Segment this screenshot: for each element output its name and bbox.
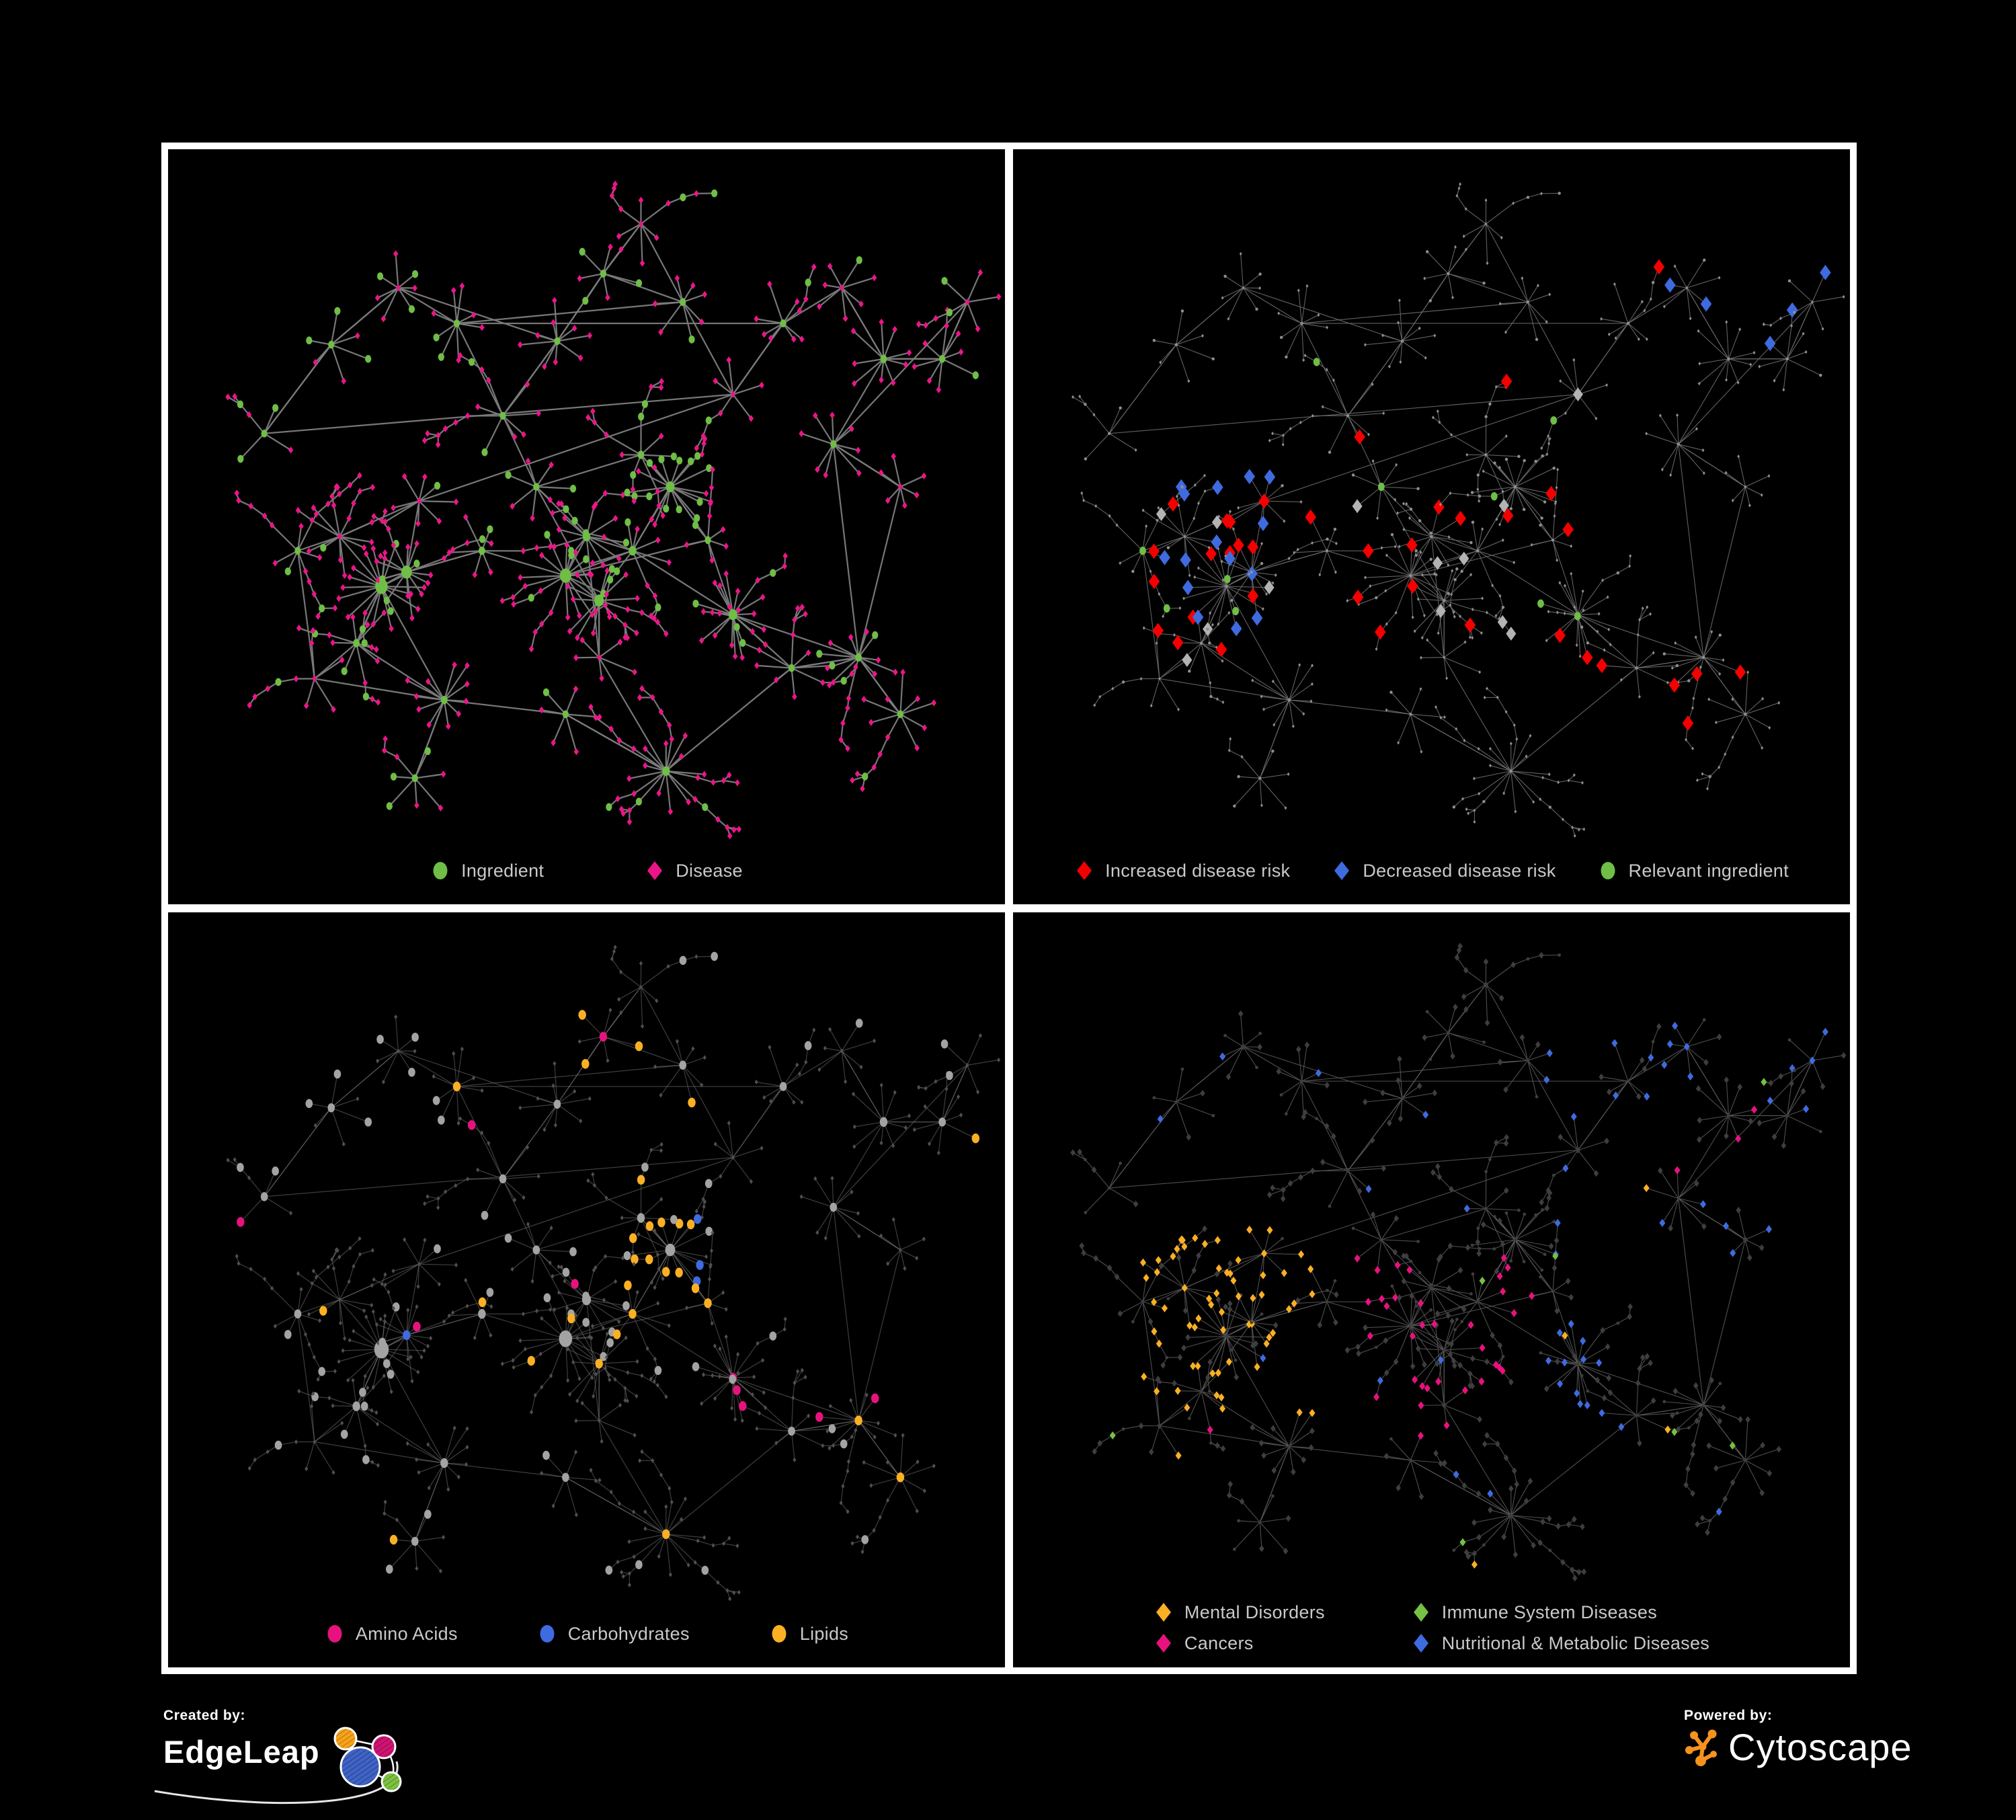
nutrient-class-network-graph [168,912,1005,1623]
amino-acids-node-icon [325,1623,345,1645]
nutritional-metabolic-node-icon [1411,1632,1431,1654]
panel-disease-risk: Increased disease risk Decreased disease… [1013,149,1850,904]
legend-item-mental-disorders: Mental Disorders [1154,1601,1325,1623]
legend-label: Carbohydrates [567,1623,690,1644]
legend-label: Mental Disorders [1184,1601,1325,1622]
four-panel-network-grid: Ingredient Disease Increased disease ris… [161,143,1857,1674]
panel-disease-categories: Mental Disorders Immune System Diseases … [1013,912,1850,1667]
legend-label: Nutritional & Metabolic Diseases [1441,1632,1710,1653]
legend-label: Relevant ingredient [1628,860,1789,881]
legend-label: Decreased disease risk [1363,860,1556,881]
legend-nutrient-classes: Amino Acids Carbohydrates Lipids [168,1623,1005,1645]
cancers-node-icon [1154,1632,1174,1654]
legend-item-decreased-risk: Decreased disease risk [1332,860,1556,881]
created-by-block: Created by: EdgeLeap [154,1708,402,1805]
legend-label: Lipids [799,1623,849,1644]
legend-item-immune-diseases: Immune System Diseases [1411,1601,1657,1623]
disease-node-icon [645,860,665,881]
legend-item-amino-acids: Amino Acids [325,1623,458,1645]
legend-label: Ingredient [461,860,545,881]
cytoscape-brand-row: Cytoscape [1684,1728,1912,1767]
disease-risk-network-graph [1013,149,1850,860]
cytoscape-logo-icon [1685,1729,1717,1766]
lipids-node-icon [769,1623,789,1645]
legend-item-nutritional-metabolic: Nutritional & Metabolic Diseases [1411,1632,1709,1654]
ingredient-disease-network-graph [168,149,1005,860]
legend-item-increased-risk: Increased disease risk [1074,860,1290,881]
powered-by-label: Powered by: [1684,1708,1773,1723]
legend-label: Amino Acids [355,1623,458,1644]
legend-item-carbohydrates: Carbohydrates [537,1623,690,1645]
created-by-label: Created by: [163,1708,246,1723]
panel-ingredient-disease: Ingredient Disease [168,149,1005,904]
increased-risk-node-icon [1074,860,1094,881]
legend-disease-risk: Increased disease risk Decreased disease… [1013,860,1850,881]
decreased-risk-node-icon [1332,860,1352,881]
legend-label: Disease [676,860,743,881]
immune-diseases-node-icon [1411,1601,1431,1623]
legend-disease-categories: Mental Disorders Immune System Diseases … [1013,1601,1850,1654]
legend-item-cancers: Cancers [1154,1632,1254,1654]
edgeleap-wordmark: EdgeLeap [163,1734,320,1770]
legend-label: Immune System Diseases [1441,1601,1657,1622]
legend-label: Increased disease risk [1105,860,1291,881]
legend-ingredient-disease: Ingredient Disease [168,860,1005,881]
carbohydrates-node-icon [537,1623,557,1645]
legend-label: Cancers [1184,1632,1254,1653]
legend-item-relevant-ingredient: Relevant ingredient [1598,860,1789,881]
legend-item-ingredient: Ingredient [430,860,544,881]
edgeleap-logo-icon [154,1727,402,1805]
disease-category-network-graph [1013,912,1850,1601]
cytoscape-wordmark: Cytoscape [1728,1726,1912,1768]
panel-nutrient-classes: Amino Acids Carbohydrates Lipids [168,912,1005,1667]
edgeleap-brand-row: EdgeLeap [154,1727,402,1805]
powered-by-block: Powered by: Cytoscape [1684,1708,1912,1767]
mental-disorders-node-icon [1154,1601,1174,1623]
legend-item-disease: Disease [645,860,743,881]
ingredient-node-icon [430,860,450,881]
relevant-ingredient-node-icon [1598,860,1618,881]
legend-item-lipids: Lipids [769,1623,848,1645]
